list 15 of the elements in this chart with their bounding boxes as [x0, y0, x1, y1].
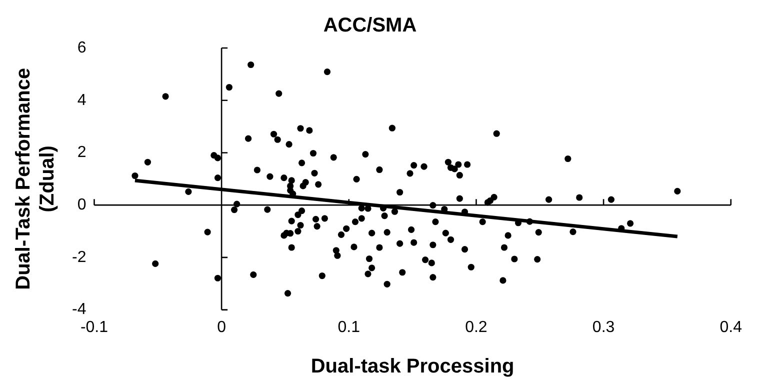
y-tick-label: 0 [77, 196, 86, 214]
x-tick-label: 0.3 [592, 318, 615, 336]
y-tick-label: -2 [72, 248, 86, 266]
y-tick-label: -4 [72, 301, 86, 318]
x-tick-label: 0 [217, 318, 226, 336]
chart-title: ACC/SMA [323, 14, 417, 37]
y-tick-label: 2 [77, 144, 86, 162]
x-tick-label: 0.4 [720, 318, 742, 336]
x-axis-title: Dual-task Processing [310, 356, 514, 378]
y-axis-title: Dual-Task Performance (Zdual) [12, 68, 59, 290]
x-tick-label: -0.1 [80, 318, 108, 336]
x-tick-label: 0.1 [338, 318, 360, 336]
x-tick-label: 0.2 [465, 318, 488, 336]
y-tick-label: 4 [77, 92, 86, 109]
y-tick-label: 6 [77, 39, 86, 56]
